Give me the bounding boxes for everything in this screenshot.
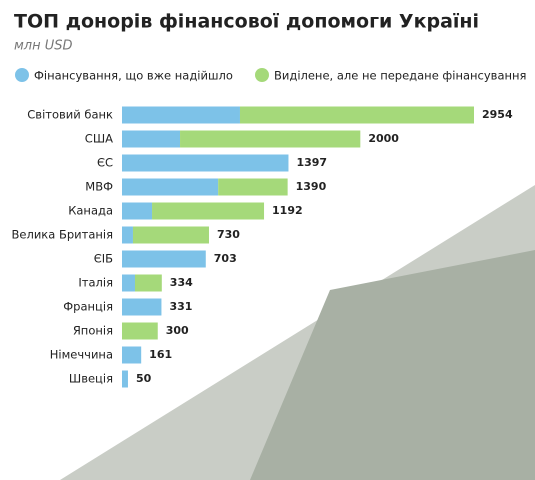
bar-segment xyxy=(152,202,265,220)
chart-title: ТОП донорів фінансової допомоги Україні xyxy=(14,11,479,33)
bar-segment xyxy=(122,130,181,148)
bar-segment xyxy=(122,370,128,388)
legend-marker xyxy=(15,68,29,82)
bar-segment xyxy=(180,130,361,148)
category-label: Німеччина xyxy=(50,348,113,362)
total-label: 1397 xyxy=(296,156,327,169)
category-label: Франція xyxy=(63,300,113,314)
bar-segment xyxy=(122,154,289,172)
chart-subtitle: млн USD xyxy=(14,39,73,54)
category-label: Швеція xyxy=(69,372,113,386)
total-label: 331 xyxy=(169,300,192,313)
bar-segment xyxy=(122,202,153,220)
total-label: 2000 xyxy=(368,132,399,145)
category-label: Канада xyxy=(68,204,113,218)
bar-segment xyxy=(122,178,219,196)
category-label: ЄС xyxy=(97,156,113,170)
category-label: Велика Британія xyxy=(12,228,113,242)
bar-segment xyxy=(122,298,162,316)
legend-label: Виділене, але не передане фінансування xyxy=(274,69,526,83)
total-label: 730 xyxy=(217,228,240,241)
legend-label: Фінансування, що вже надійшло xyxy=(34,69,233,83)
total-label: 334 xyxy=(170,276,193,289)
total-label: 161 xyxy=(149,348,172,361)
bar-segment xyxy=(122,106,240,124)
bar-segment xyxy=(122,274,135,292)
total-label: 2954 xyxy=(482,108,513,121)
money-background-dark xyxy=(250,250,535,480)
total-label: 300 xyxy=(166,324,189,337)
total-label: 50 xyxy=(136,372,152,385)
category-label: Світовий банк xyxy=(27,108,113,122)
bar-segment xyxy=(218,178,288,196)
bar-segment xyxy=(122,226,133,244)
category-label: ЄІБ xyxy=(94,252,113,266)
total-label: 1192 xyxy=(272,204,303,217)
legend-marker xyxy=(255,68,269,82)
bar-segment xyxy=(122,322,158,340)
bar-segment xyxy=(132,226,209,244)
category-label: Японія xyxy=(73,324,113,338)
total-label: 703 xyxy=(214,252,237,265)
bar-segment xyxy=(239,106,474,124)
bar-segment xyxy=(122,346,142,364)
category-label: США xyxy=(85,132,113,146)
category-label: Італія xyxy=(78,276,113,290)
bar-segment xyxy=(122,250,206,268)
bar-segment xyxy=(134,274,162,292)
total-label: 1390 xyxy=(296,180,327,193)
category-label: МВФ xyxy=(85,180,113,194)
